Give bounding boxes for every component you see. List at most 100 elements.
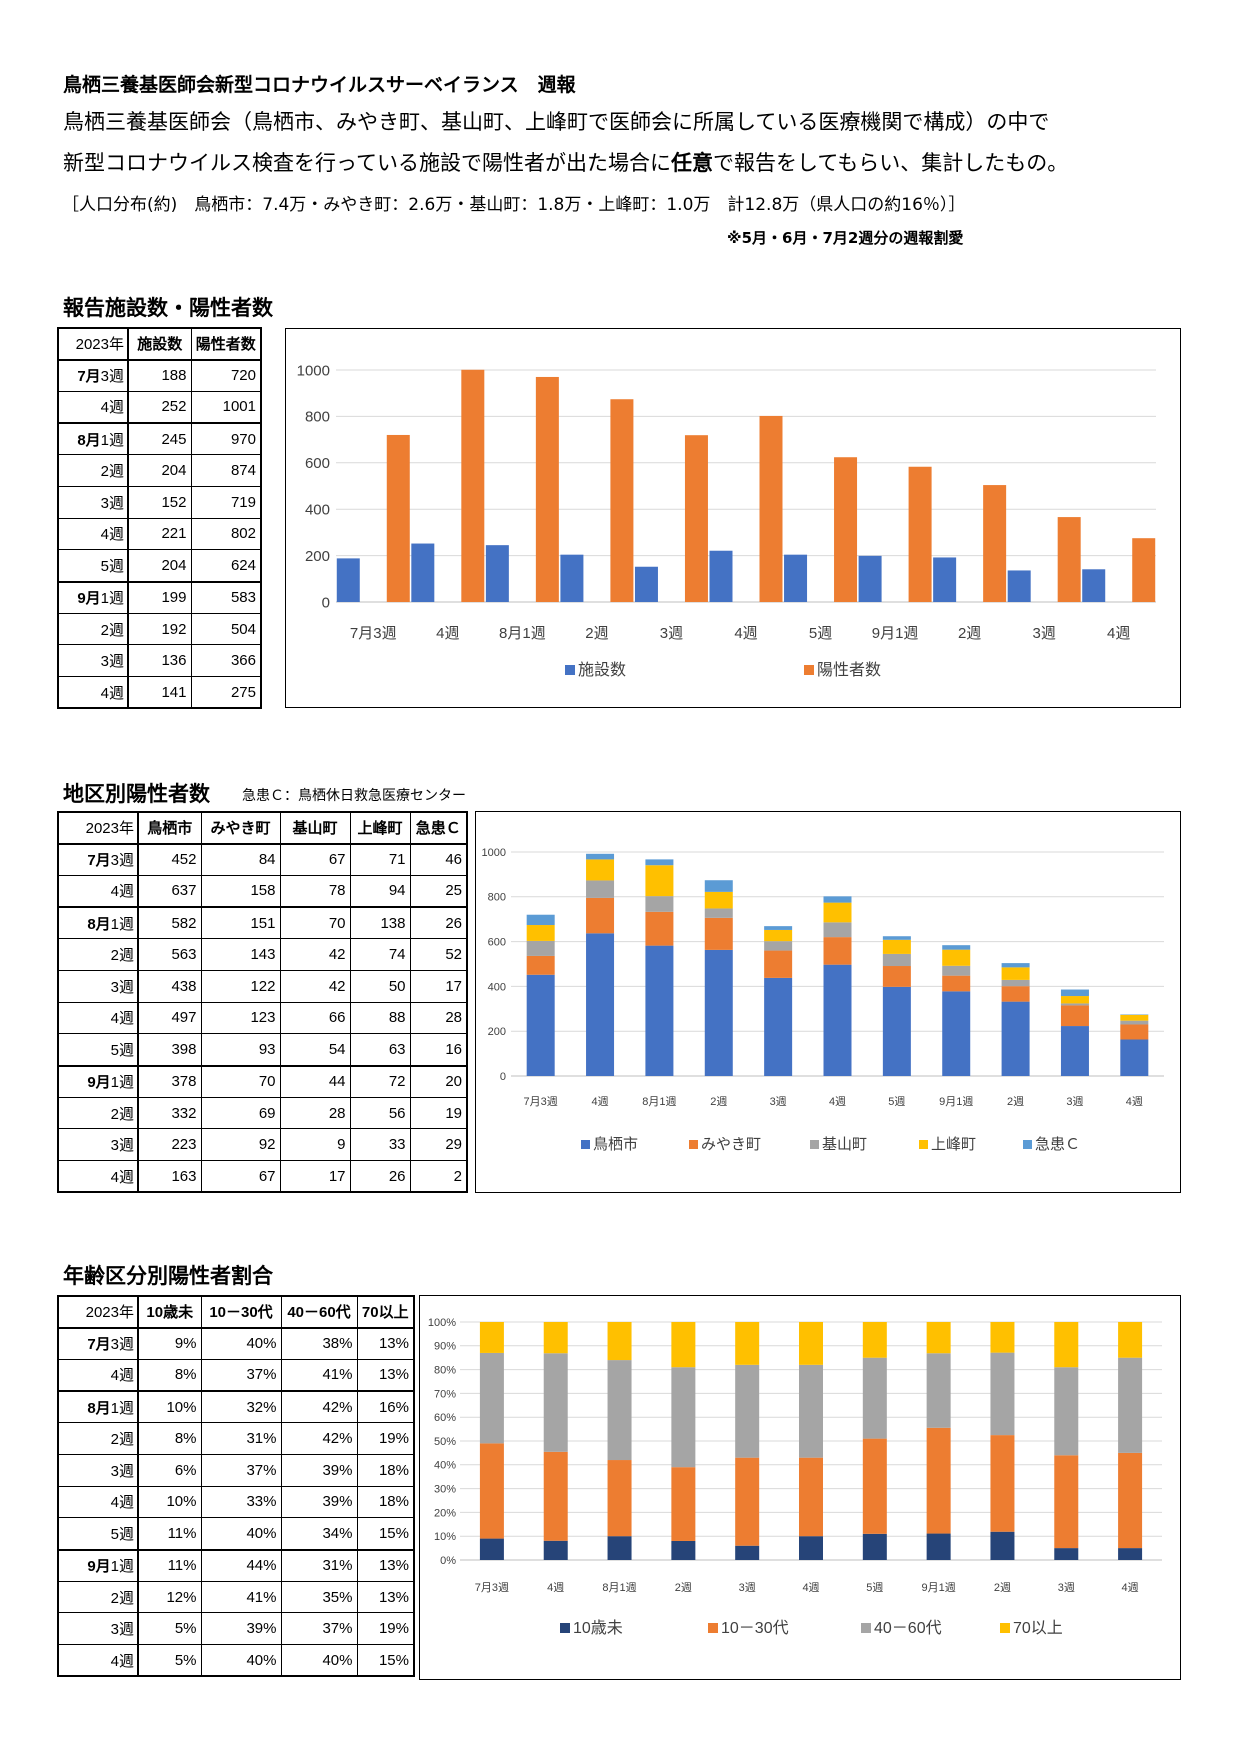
legend-label: 40－60代 bbox=[874, 1619, 942, 1637]
week-number: 4週 bbox=[110, 1652, 134, 1670]
x-tick-label: 2週 bbox=[958, 625, 981, 642]
table-row: 4週 141 275 bbox=[57, 676, 262, 709]
week-number: 2週 bbox=[110, 1105, 134, 1123]
x-tick-label: 4週 bbox=[591, 1095, 608, 1108]
table-cell: 26 bbox=[349, 1160, 411, 1193]
x-tick-label: 4週 bbox=[829, 1095, 846, 1108]
bar bbox=[990, 1322, 1015, 1353]
table-cell: 37% bbox=[280, 1612, 358, 1646]
bar bbox=[823, 902, 852, 923]
week-number: 5週 bbox=[110, 1525, 134, 1543]
table-cell: 252 bbox=[127, 390, 192, 424]
y-tick-label: 100% bbox=[428, 1317, 456, 1329]
bar bbox=[933, 557, 957, 602]
bar bbox=[764, 926, 793, 930]
bar bbox=[1120, 1024, 1149, 1040]
omission-note: ※5月・6月・7月2週分の週報割愛 bbox=[727, 229, 964, 247]
week-number: 3週 bbox=[100, 368, 124, 386]
column-header: 鳥栖市 bbox=[137, 811, 202, 845]
week-number: 2週 bbox=[110, 947, 134, 965]
bar bbox=[908, 466, 932, 602]
bar bbox=[764, 977, 793, 1076]
x-tick-label: 7月3週 bbox=[475, 1581, 509, 1594]
y-tick-label: 600 bbox=[488, 936, 506, 948]
y-tick-label: 1000 bbox=[482, 847, 506, 859]
bar bbox=[586, 859, 615, 881]
bar bbox=[858, 555, 882, 602]
table-cell: 28 bbox=[279, 1096, 351, 1130]
bar bbox=[479, 1443, 504, 1539]
table-cell: 88 bbox=[349, 1001, 411, 1035]
district-table: 2023年 鳥栖市 みやき町 基山町 上峰町 急患Ｃ 7月3週 452 84 67 71 46 4週 63… bbox=[57, 811, 468, 1194]
table-cell: 44 bbox=[279, 1064, 351, 1098]
table-cell: 720 bbox=[190, 358, 262, 392]
y-tick-label: 50% bbox=[434, 1436, 456, 1448]
week-number: 3週 bbox=[110, 1462, 134, 1480]
table-cell: 204 bbox=[127, 549, 192, 582]
week-number: 1週 bbox=[110, 915, 134, 933]
legend-swatch bbox=[804, 665, 814, 675]
table-cell: 31% bbox=[200, 1422, 282, 1455]
facility-positive-chart: 0 200 400 600 800 1000 7月3週 4週 8月1週 2週 3週 4週 5週 9月1週 2… bbox=[285, 328, 1181, 708]
bar bbox=[799, 1322, 823, 1365]
x-tick-label: 3週 bbox=[739, 1581, 756, 1594]
table-cell: 332 bbox=[137, 1096, 202, 1130]
y-tick-label: 30% bbox=[434, 1483, 456, 1495]
table-cell: 42% bbox=[280, 1422, 358, 1455]
bar bbox=[862, 1533, 887, 1560]
week-number: 3週 bbox=[110, 1336, 134, 1354]
legend-label: 10－30代 bbox=[721, 1619, 789, 1637]
table-row: 2週 192 504 bbox=[57, 612, 262, 646]
bar bbox=[645, 865, 674, 897]
y-tick-label: 0% bbox=[440, 1555, 456, 1567]
bar bbox=[1060, 996, 1089, 1004]
legend-label: 鳥栖市 bbox=[593, 1135, 638, 1153]
x-tick-label: 9月1週 bbox=[939, 1095, 973, 1108]
week-number: 3週 bbox=[110, 1621, 134, 1639]
table-cell: 5% bbox=[137, 1612, 202, 1646]
bar bbox=[1060, 1003, 1089, 1006]
week-number: 4週 bbox=[100, 684, 124, 702]
bar bbox=[1057, 517, 1081, 602]
bar bbox=[823, 937, 852, 965]
table-cell: 38% bbox=[280, 1326, 358, 1360]
x-tick-label: 5週 bbox=[809, 625, 832, 642]
x-tick-label: 8月1週 bbox=[602, 1581, 636, 1594]
column-header: 施設数 bbox=[127, 327, 192, 361]
page-title: 鳥栖三養基医師会新型コロナウイルスサーベイランス 週報 bbox=[63, 74, 576, 96]
bar bbox=[671, 1540, 696, 1560]
week-number: 5週 bbox=[100, 557, 124, 575]
week-label: 3週 bbox=[57, 1612, 139, 1646]
month-label: 7月 bbox=[87, 852, 111, 870]
table-cell: 204 bbox=[127, 454, 192, 487]
table-cell: 70 bbox=[200, 1064, 281, 1098]
table-cell: 37% bbox=[200, 1358, 282, 1392]
bar bbox=[882, 953, 911, 967]
week-label: 4週 bbox=[57, 390, 129, 424]
table-cell: 138 bbox=[349, 906, 411, 940]
bar bbox=[607, 1536, 632, 1560]
week-label: 3週 bbox=[57, 485, 129, 519]
table-cell: 122 bbox=[200, 969, 281, 1003]
table-cell: 504 bbox=[190, 612, 262, 646]
table-cell: 582 bbox=[137, 906, 202, 940]
week-number: 4週 bbox=[110, 883, 134, 901]
bar bbox=[735, 1322, 760, 1365]
table-cell: 94 bbox=[349, 874, 411, 908]
column-header: 70以上 bbox=[356, 1295, 415, 1329]
table-cell: 275 bbox=[190, 676, 262, 709]
column-header: 40－60代 bbox=[280, 1295, 358, 1329]
week-label: 5週 bbox=[57, 1517, 139, 1550]
x-tick-label: 7月3週 bbox=[350, 625, 397, 642]
bar bbox=[834, 457, 858, 602]
table-row: 2週 12% 41% 35% 13% bbox=[57, 1580, 415, 1614]
year-header: 2023年 bbox=[57, 811, 139, 845]
table-row: 4週 10% 33% 39% 18% bbox=[57, 1485, 415, 1519]
description-emphasis: 任意 bbox=[670, 151, 713, 175]
table-cell: 25 bbox=[409, 874, 468, 908]
table-cell: 1001 bbox=[190, 390, 262, 424]
week-label: 5週 bbox=[57, 549, 129, 582]
bar bbox=[671, 1367, 696, 1468]
legend-swatch bbox=[689, 1140, 698, 1149]
week-label: 5週 bbox=[57, 1033, 139, 1066]
